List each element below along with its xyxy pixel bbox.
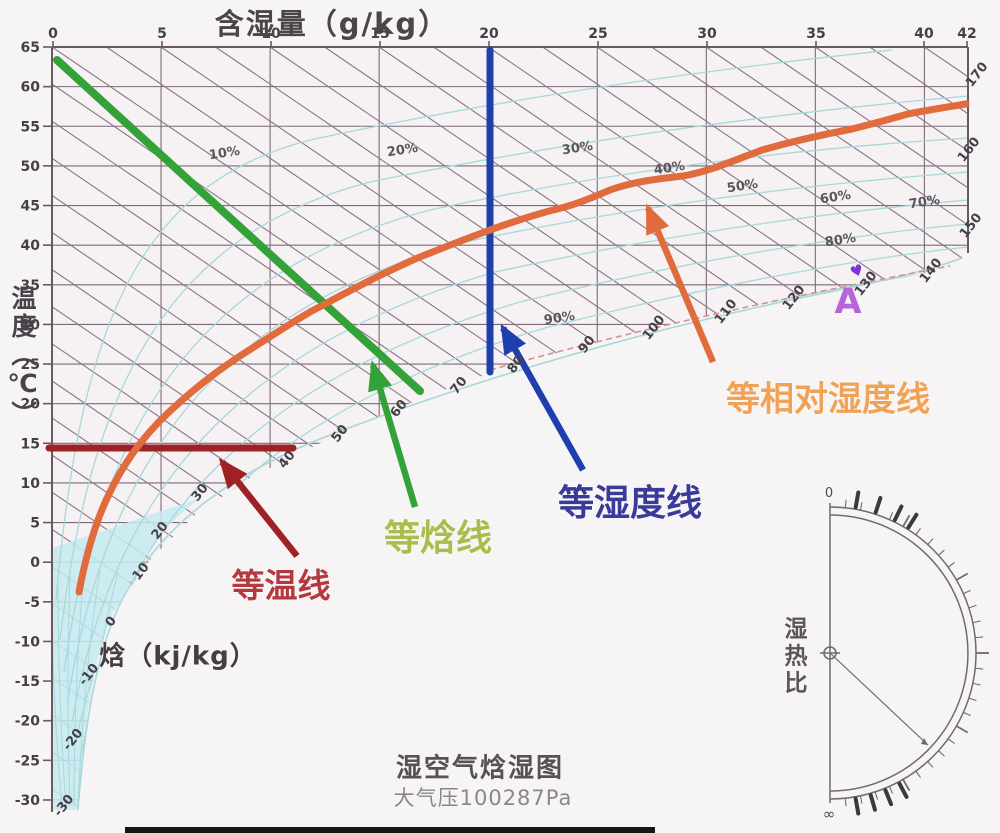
- protractor-bottom-value: ∞: [823, 805, 836, 823]
- left-axis-tick: 15: [21, 436, 40, 452]
- rh-curve-label: 20%: [386, 141, 419, 161]
- heat-moisture-ratio-protractor: 0∞: [820, 486, 989, 823]
- iso-rh-label: 等相对湿度线: [726, 379, 930, 420]
- bottom-bar: [125, 827, 655, 833]
- rh-curve-label: 90%: [543, 309, 576, 329]
- saturation-boundary: [77, 257, 963, 811]
- chart-title: 湿空气焓湿图: [395, 753, 565, 784]
- iso-humidity-arrow: [500, 323, 586, 472]
- isenthalp-arrow: [368, 360, 419, 508]
- left-axis-tick: 60: [21, 80, 41, 96]
- left-axis-tick: 45: [21, 199, 40, 215]
- top-axis-tick: 40: [914, 26, 934, 42]
- isenthalp-label: 等焓线: [383, 518, 493, 559]
- top-axis-tick: 20: [479, 26, 499, 42]
- top-axis-tick: 35: [806, 26, 825, 42]
- left-axis-tick: -5: [24, 595, 40, 611]
- left-axis-tick: 0: [30, 555, 40, 571]
- rh-curve-label: 70%: [908, 193, 941, 213]
- rh-curve-label: 10%: [208, 144, 241, 164]
- sample-iso-rh-curve: [75, 100, 970, 596]
- tick-marks: [43, 41, 968, 801]
- iso-rh-arrow: [645, 203, 716, 364]
- isotherm-arrow: [218, 458, 300, 559]
- top-axis-tick: 25: [588, 26, 607, 42]
- plot-background: [52, 47, 968, 810]
- rh-curve-label: 40%: [653, 159, 686, 179]
- left-axis-tick: 5: [30, 516, 40, 532]
- left-axis-tick: -20: [15, 714, 41, 730]
- left-axis-tick: 10: [21, 476, 41, 492]
- top-axis-tick: 10: [261, 26, 281, 42]
- point-a-label: A: [834, 282, 862, 322]
- top-axis-tick: 42: [957, 26, 976, 42]
- top-axis-tick: 30: [697, 26, 717, 42]
- left-axis-tick: 25: [21, 357, 40, 373]
- left-axis-tick: 35: [21, 278, 40, 294]
- rh-curve-label: 80%: [824, 231, 857, 251]
- iso-humidity-label: 等湿度线: [557, 483, 703, 524]
- top-axis-tick: 5: [157, 26, 167, 42]
- left-axis-tick: 50: [21, 159, 41, 175]
- left-axis-tick: 40: [21, 238, 41, 254]
- enthalpy-axis-label: 焓（kj/kg）: [99, 641, 257, 672]
- left-axis-tick: 30: [21, 317, 41, 333]
- left-axis-tick: -25: [15, 753, 40, 769]
- left-axis-tick: 20: [21, 397, 41, 413]
- top-axis-tick: 15: [370, 26, 389, 42]
- left-axis-tick: -15: [15, 674, 40, 690]
- protractor-top-value: 0: [825, 486, 833, 501]
- rh-curve-label: 30%: [561, 139, 594, 159]
- top-axis-title: 含湿量（g/kg）: [214, 7, 450, 41]
- protractor-pointer: [829, 652, 929, 746]
- left-axis-tick: -10: [15, 634, 41, 650]
- heat-moisture-ratio-label: 湿热比: [780, 616, 806, 698]
- sample-isenthalp-line: [53, 56, 424, 395]
- rh-curve-label: 50%: [726, 177, 759, 197]
- left-axis-title: 温度（℃）: [8, 285, 37, 429]
- top-axis-tick: 0: [48, 26, 58, 42]
- left-axis-tick: -30: [15, 793, 41, 809]
- pressure-label: 大气压100287Pa: [393, 786, 573, 810]
- rh-curve-label: 60%: [819, 188, 852, 208]
- left-axis-tick: 55: [21, 119, 40, 135]
- left-axis-tick: 65: [21, 40, 40, 56]
- isotherm-label: 等温线: [231, 566, 331, 605]
